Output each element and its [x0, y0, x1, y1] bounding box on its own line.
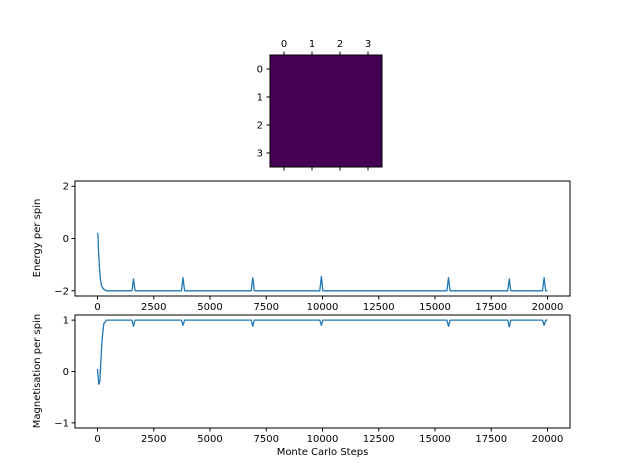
magnetisation-axes-border	[74, 314, 571, 429]
heatmap-x-tick-label: 2	[337, 39, 343, 50]
heatmap-cell	[354, 55, 382, 83]
energy-y-axis-label: Energy per spin	[32, 198, 43, 278]
x-tick-label: 15000	[419, 434, 451, 445]
heatmap-cell	[326, 55, 354, 83]
x-tick-label: 5000	[197, 434, 222, 445]
heatmap-cell	[326, 139, 354, 167]
x-tick-label: 2500	[141, 302, 166, 313]
heatmap-y-tick-label: 2	[257, 121, 263, 132]
x-tick-label: 7500	[254, 434, 279, 445]
x-axis-label: Monte Carlo Steps	[276, 447, 369, 458]
heatmap-x-tick-label: 0	[281, 39, 287, 50]
heatmap-y-tick-label: 0	[257, 65, 263, 76]
magnetisation-axes: 0 2500 5000 7500 10000 12500 15000 17500 20000 1 0…	[54, 314, 571, 445]
x-tick-label: 20000	[532, 434, 564, 445]
heatmap-cell	[326, 83, 354, 111]
heatmap-cell	[270, 139, 298, 167]
x-tick-label: 7500	[254, 302, 279, 313]
x-tick-label: 15000	[419, 302, 451, 313]
heatmap-cell	[298, 55, 326, 83]
heatmap-y-tick-label: 3	[257, 149, 263, 160]
y-tick-label: −1	[54, 418, 69, 429]
x-tick-label: 0	[94, 434, 100, 445]
heatmap-y-tick-label: 1	[257, 93, 263, 104]
x-tick-label: 17500	[475, 434, 507, 445]
heatmap-cell	[270, 83, 298, 111]
heatmap-border	[269, 54, 383, 168]
heatmap-cell	[298, 111, 326, 139]
y-tick-label: 1	[63, 316, 69, 327]
x-tick-label: 12500	[363, 434, 395, 445]
x-tick-label: 2500	[141, 434, 166, 445]
heatmap-cell	[354, 111, 382, 139]
x-tick-label: 10000	[307, 434, 339, 445]
energy-axes: 0 2500 5000 7500 10000 12500 15000 17500 20000 2 0…	[54, 180, 571, 313]
heatmap-x-tick-label: 1	[309, 39, 315, 50]
heatmap-cell	[298, 139, 326, 167]
magnetisation-axes-line	[96, 319, 548, 385]
x-tick-label: 10000	[307, 302, 339, 313]
x-tick-label: 20000	[532, 302, 564, 313]
x-tick-label: 17500	[475, 302, 507, 313]
y-tick-label: 0	[63, 367, 69, 378]
heatmap-axes: 0 1 2 3 0 1 2 3	[257, 39, 383, 171]
heatmap-cell	[270, 55, 298, 83]
y-tick-label: −2	[54, 286, 69, 297]
heatmap-cell	[270, 111, 298, 139]
heatmap-cell	[354, 83, 382, 111]
heatmap-cell	[354, 139, 382, 167]
y-tick-label: 0	[63, 234, 69, 245]
y-tick-label: 2	[63, 182, 69, 193]
energy-axes-line	[96, 232, 548, 292]
heatmap-cell	[298, 83, 326, 111]
energy-axes-border	[74, 180, 571, 297]
x-tick-label: 5000	[197, 302, 222, 313]
heatmap-cell	[326, 111, 354, 139]
x-tick-label: 12500	[363, 302, 395, 313]
x-tick-label: 0	[94, 302, 100, 313]
magnetisation-y-axis-label: Magnetisation per spin	[32, 313, 43, 429]
heatmap-x-tick-label: 3	[365, 39, 371, 50]
